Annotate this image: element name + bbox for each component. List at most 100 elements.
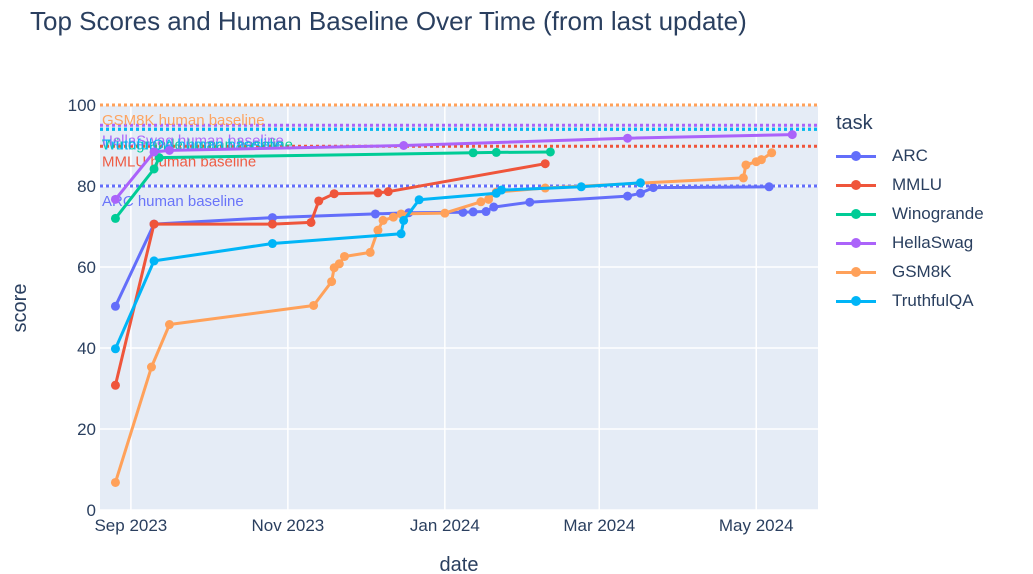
data-point (149, 256, 159, 266)
legend-item[interactable]: ARC (836, 141, 984, 170)
legend-label: MMLU (892, 174, 943, 194)
legend-swatch (836, 178, 876, 192)
data-point (370, 209, 380, 219)
data-point (149, 219, 159, 229)
data-point (267, 219, 277, 229)
data-point (623, 191, 633, 201)
data-point (110, 194, 120, 204)
data-point (388, 212, 398, 222)
chart-title: Top Scores and Human Baseline Over Time … (30, 6, 747, 36)
data-point (339, 251, 349, 261)
data-point (146, 362, 156, 372)
legend-swatch (836, 149, 876, 163)
data-point (787, 130, 797, 140)
data-point (110, 477, 120, 487)
data-point (468, 148, 478, 158)
x-tick-label: Jan 2024 (410, 516, 480, 535)
y-tick-label: 40 (77, 339, 96, 358)
data-point (306, 217, 316, 227)
data-point (476, 197, 486, 207)
data-point (741, 160, 751, 170)
legend-swatch (836, 236, 876, 250)
data-point (414, 195, 424, 205)
baseline-label: GSM8K human baseline (102, 112, 265, 129)
series-lines (110, 130, 797, 487)
data-point (110, 380, 120, 390)
data-point (635, 188, 645, 198)
y-tick-label: 20 (77, 420, 96, 439)
x-tick-label: May 2024 (719, 516, 794, 535)
series-line (114, 133, 793, 201)
y-tick-label: 80 (77, 177, 96, 196)
data-point (399, 141, 409, 150)
data-point (149, 147, 159, 157)
data-point (468, 207, 478, 217)
y-tick-label: 60 (77, 258, 96, 277)
legend-label: HellaSwag (892, 232, 974, 252)
baseline-label: ARC human baseline (102, 193, 244, 210)
data-point (327, 277, 337, 287)
legend-item[interactable]: Winogrande (836, 199, 984, 228)
plot-background (100, 105, 818, 510)
legend-label: ARC (892, 145, 928, 165)
data-point (267, 213, 277, 223)
data-point (756, 155, 766, 165)
data-point (484, 194, 494, 204)
data-point (373, 225, 383, 235)
legend-item[interactable]: GSM8K (836, 257, 984, 286)
data-point (738, 173, 748, 183)
legend-item[interactable]: TruthfulQA (836, 286, 984, 315)
y-tick-label: 100 (68, 96, 96, 115)
data-point (110, 213, 120, 223)
data-point (396, 229, 406, 239)
axes: 0 20 40 60 80 100 Sep 2023 Nov 2023 Jan 2024 Mar … (68, 96, 794, 535)
legend-item[interactable]: MMLU (836, 170, 984, 199)
x-tick-label: Nov 2023 (251, 516, 324, 535)
data-point (767, 148, 777, 158)
data-point (458, 207, 468, 217)
data-point (623, 133, 633, 143)
data-point (525, 197, 535, 207)
x-tick-label: Sep 2023 (94, 516, 167, 535)
data-point (378, 215, 388, 225)
data-point (496, 185, 506, 195)
y-axis-title: score (9, 284, 31, 333)
legend-swatch (836, 294, 876, 308)
data-point (481, 207, 491, 217)
data-point (383, 187, 393, 197)
data-point (440, 208, 450, 218)
legend-label: Winogrande (892, 203, 984, 223)
baseline-label: HellaSwag human baseline (102, 132, 284, 149)
data-point (540, 159, 550, 169)
legend-swatch (836, 207, 876, 221)
legend-item[interactable]: HellaSwag (836, 228, 984, 257)
legend-label: GSM8K (892, 261, 952, 281)
data-point (373, 188, 383, 198)
data-point (149, 164, 159, 174)
data-point (545, 147, 555, 157)
data-point (399, 215, 409, 225)
data-point (267, 239, 277, 249)
data-point (365, 247, 375, 257)
data-point (110, 301, 120, 311)
data-point (635, 178, 645, 188)
data-point (314, 196, 324, 206)
data-point (334, 259, 344, 269)
data-point (491, 147, 501, 157)
x-tick-label: Mar 2024 (563, 516, 635, 535)
legend-items: ARC MMLU Winogrande HellaSwag GSM8K TruthfulQ… (836, 141, 984, 315)
data-point (576, 182, 586, 192)
data-point (164, 320, 174, 330)
y-tick-label: 0 (87, 501, 96, 520)
data-point (309, 300, 319, 310)
data-point (164, 145, 174, 155)
legend-swatch (836, 265, 876, 279)
x-axis-title: date (440, 554, 479, 574)
data-point (648, 183, 658, 193)
series-line (114, 181, 641, 350)
legend-label: TruthfulQA (892, 290, 974, 310)
data-point (764, 182, 774, 192)
series-line (114, 150, 551, 220)
legend: task ARC MMLU Winogrande HellaSwag GSM8K Trut… (836, 112, 984, 315)
